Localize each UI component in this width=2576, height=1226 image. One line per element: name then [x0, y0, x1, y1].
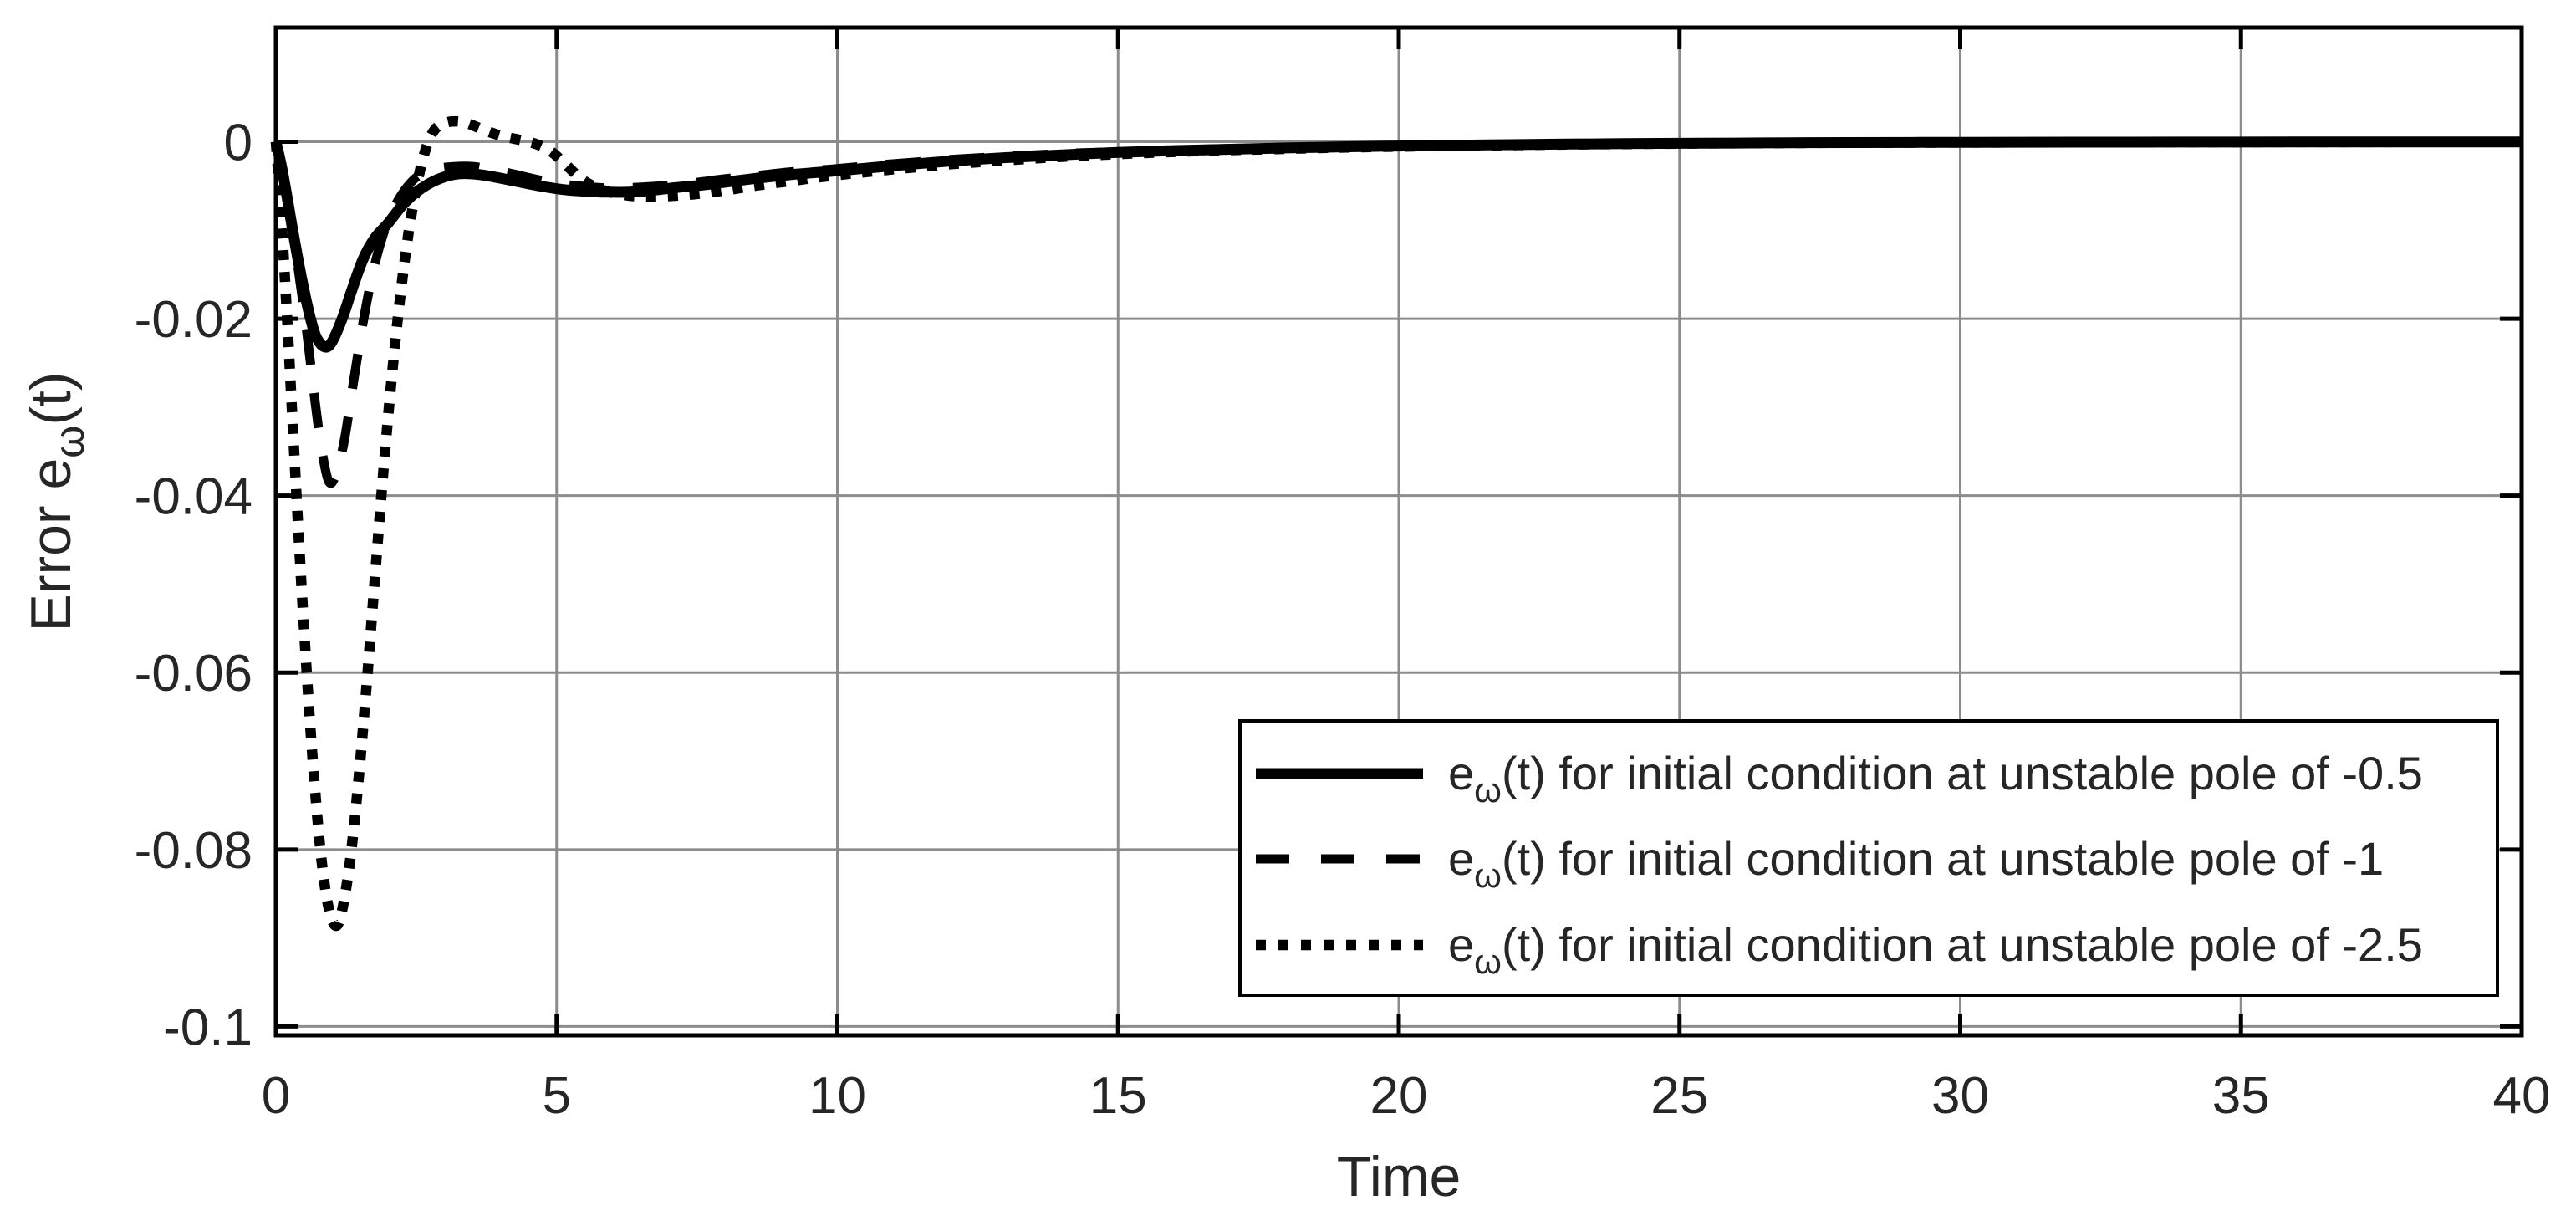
- series-line-dotted: [270, 115, 2522, 932]
- tick-labels: 0 5 10 15 20 25 30 35 40 0 -0.02 -0.04 -0.06 -0.08 -0.…: [135, 114, 2551, 1125]
- x-tick-label: 25: [1650, 1067, 1708, 1125]
- series-curves: [270, 115, 2522, 932]
- x-tick-label: 30: [1931, 1067, 1989, 1125]
- tick-marks: [273, 28, 2524, 1035]
- x-tick-label: 40: [2493, 1067, 2551, 1125]
- y-tick-label: -0.06: [135, 645, 252, 702]
- series-line-dashed: [271, 137, 2522, 488]
- y-tick-label: -0.1: [163, 999, 252, 1056]
- y-tick-label: 0: [224, 114, 252, 171]
- legend: eω(t) for initial condition at unstable …: [1238, 719, 2499, 997]
- y-tick-label: -0.04: [135, 468, 252, 526]
- x-axis-label: Time: [1337, 1145, 1461, 1208]
- y-axis-label: Error eω(t): [19, 371, 93, 631]
- legend-label: eω(t) for initial condition at unstable …: [1448, 832, 2384, 895]
- legend-label: eω(t) for initial condition at unstable …: [1448, 747, 2423, 810]
- x-tick-label: 35: [2212, 1067, 2270, 1125]
- x-tick-label: 20: [1370, 1067, 1428, 1125]
- legend-box: [1238, 719, 2499, 997]
- y-tick-label: -0.08: [135, 822, 252, 880]
- x-tick-label: 15: [1089, 1067, 1147, 1125]
- x-tick-label: 5: [543, 1067, 571, 1125]
- legend-label: eω(t) for initial condition at unstable …: [1448, 918, 2423, 981]
- x-tick-label: 10: [809, 1067, 866, 1125]
- y-tick-label: -0.02: [135, 291, 252, 349]
- x-tick-label: 0: [262, 1067, 290, 1125]
